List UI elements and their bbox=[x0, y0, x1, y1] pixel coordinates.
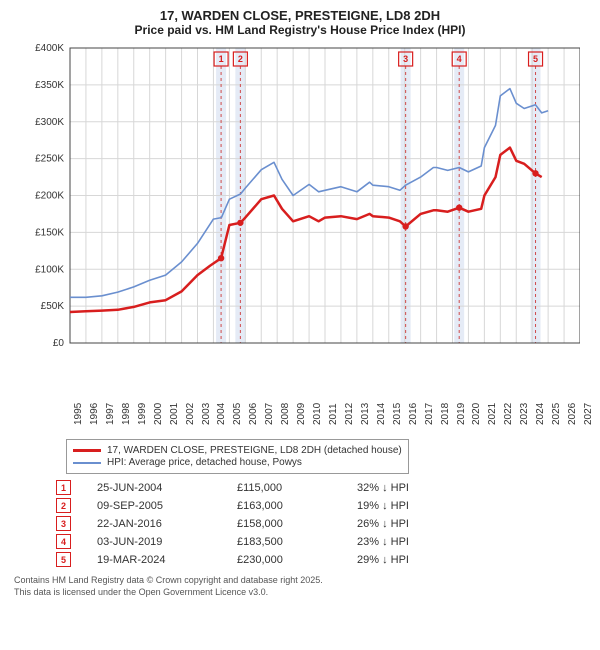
legend-item-price: 17, WARDEN CLOSE, PRESTEIGNE, LD8 2DH (d… bbox=[73, 445, 402, 456]
chart-title: 17, WARDEN CLOSE, PRESTEIGNE, LD8 2DH bbox=[14, 8, 586, 23]
chart-subtitle: Price paid vs. HM Land Registry's House … bbox=[14, 23, 586, 37]
sale-pct: 26% ↓ HPI bbox=[357, 518, 467, 530]
sale-pct: 23% ↓ HPI bbox=[357, 536, 467, 548]
svg-text:3: 3 bbox=[403, 54, 408, 64]
sales-row: 2 09-SEP-2005£163,00019% ↓ HPI bbox=[56, 498, 586, 513]
x-tick-label: 2009 bbox=[296, 403, 307, 425]
legend-item-hpi: HPI: Average price, detached house, Powy… bbox=[73, 457, 402, 468]
svg-text:4: 4 bbox=[457, 54, 462, 64]
svg-text:£200K: £200K bbox=[35, 191, 64, 202]
legend-swatch-red bbox=[73, 449, 101, 452]
chart-area: £0 £50K £100K £150K £200K £250K £300K £350K £400… bbox=[20, 43, 580, 393]
svg-text:£0: £0 bbox=[53, 338, 65, 349]
x-tick-label: 2010 bbox=[312, 403, 323, 425]
line-chart-svg: £0 £50K £100K £150K £200K £250K £300K £350K £400… bbox=[20, 43, 580, 393]
x-tick-label: 2027 bbox=[583, 403, 594, 425]
x-tick-label: 1996 bbox=[89, 403, 100, 425]
sale-date: 22-JAN-2016 bbox=[97, 518, 237, 530]
x-tick-label: 2023 bbox=[519, 403, 530, 425]
svg-text:£100K: £100K bbox=[35, 264, 64, 275]
sale-price: £158,000 bbox=[237, 518, 357, 530]
sales-row: 5 19-MAR-2024£230,00029% ↓ HPI bbox=[56, 552, 586, 567]
svg-text:£150K: £150K bbox=[35, 227, 64, 238]
sale-marker-icon: 1 bbox=[56, 480, 71, 495]
sale-marker-icon: 5 bbox=[56, 552, 71, 567]
sale-marker-icon: 4 bbox=[56, 534, 71, 549]
sale-price: £230,000 bbox=[237, 554, 357, 566]
x-tick-label: 2012 bbox=[344, 403, 355, 425]
sale-pct: 29% ↓ HPI bbox=[357, 554, 467, 566]
x-tick-label: 1999 bbox=[137, 403, 148, 425]
svg-text:£250K: £250K bbox=[35, 154, 64, 165]
sale-date: 19-MAR-2024 bbox=[97, 554, 237, 566]
x-tick-label: 2022 bbox=[503, 403, 514, 425]
x-tick-label: 2006 bbox=[248, 403, 259, 425]
sale-date: 25-JUN-2004 bbox=[97, 482, 237, 494]
sale-price: £115,000 bbox=[237, 482, 357, 494]
x-tick-label: 2026 bbox=[567, 403, 578, 425]
sale-date: 09-SEP-2005 bbox=[97, 500, 237, 512]
x-tick-label: 2025 bbox=[551, 403, 562, 425]
footer-line-2: This data is licensed under the Open Gov… bbox=[14, 587, 586, 599]
x-tick-label: 2019 bbox=[456, 403, 467, 425]
sale-pct: 32% ↓ HPI bbox=[357, 482, 467, 494]
sale-price: £163,000 bbox=[237, 500, 357, 512]
footer-attribution: Contains HM Land Registry data © Crown c… bbox=[14, 575, 586, 598]
footer-line-1: Contains HM Land Registry data © Crown c… bbox=[14, 575, 586, 587]
svg-text:1: 1 bbox=[219, 54, 224, 64]
x-tick-label: 2008 bbox=[280, 403, 291, 425]
svg-text:£300K: £300K bbox=[35, 117, 64, 128]
x-tick-label: 2013 bbox=[360, 403, 371, 425]
x-tick-label: 2021 bbox=[487, 403, 498, 425]
sale-price: £183,500 bbox=[237, 536, 357, 548]
legend-swatch-blue bbox=[73, 462, 101, 464]
sales-row: 1 25-JUN-2004£115,00032% ↓ HPI bbox=[56, 480, 586, 495]
svg-text:£50K: £50K bbox=[41, 301, 65, 312]
sale-date: 03-JUN-2019 bbox=[97, 536, 237, 548]
sale-pct: 19% ↓ HPI bbox=[357, 500, 467, 512]
sale-marker-icon: 3 bbox=[56, 516, 71, 531]
x-tick-label: 2011 bbox=[328, 403, 339, 425]
svg-text:£350K: £350K bbox=[35, 80, 64, 91]
sales-row: 4 03-JUN-2019£183,50023% ↓ HPI bbox=[56, 534, 586, 549]
x-tick-label: 1997 bbox=[105, 403, 116, 425]
x-tick-label: 2016 bbox=[408, 403, 419, 425]
x-tick-label: 2014 bbox=[376, 403, 387, 425]
x-tick-label: 2020 bbox=[471, 403, 482, 425]
legend-label-hpi: HPI: Average price, detached house, Powy… bbox=[107, 457, 302, 468]
legend: 17, WARDEN CLOSE, PRESTEIGNE, LD8 2DH (d… bbox=[66, 439, 409, 474]
svg-text:2: 2 bbox=[238, 54, 243, 64]
x-tick-label: 1998 bbox=[121, 403, 132, 425]
x-tick-label: 2005 bbox=[232, 403, 243, 425]
x-tick-label: 1995 bbox=[73, 403, 84, 425]
legend-label-price: 17, WARDEN CLOSE, PRESTEIGNE, LD8 2DH (d… bbox=[107, 445, 402, 456]
svg-text:£400K: £400K bbox=[35, 43, 64, 54]
x-tick-label: 2001 bbox=[169, 403, 180, 425]
svg-text:5: 5 bbox=[533, 54, 538, 64]
sale-marker-icon: 2 bbox=[56, 498, 71, 513]
x-axis-labels: 1995 1996 1997 1998 1999 2000 2001 2002 2003 2004… bbox=[20, 393, 580, 435]
x-tick-label: 2007 bbox=[264, 403, 275, 425]
x-tick-label: 2004 bbox=[216, 403, 227, 425]
x-tick-label: 2015 bbox=[392, 403, 403, 425]
x-tick-label: 2024 bbox=[535, 403, 546, 425]
x-tick-label: 2017 bbox=[424, 403, 435, 425]
sales-table: 1 25-JUN-2004£115,00032% ↓ HPI 2 09-SEP-200… bbox=[56, 480, 586, 567]
x-tick-label: 2002 bbox=[185, 403, 196, 425]
sales-row: 3 22-JAN-2016£158,00026% ↓ HPI bbox=[56, 516, 586, 531]
x-tick-label: 2018 bbox=[440, 403, 451, 425]
x-tick-label: 2000 bbox=[153, 403, 164, 425]
x-tick-label: 2003 bbox=[201, 403, 212, 425]
